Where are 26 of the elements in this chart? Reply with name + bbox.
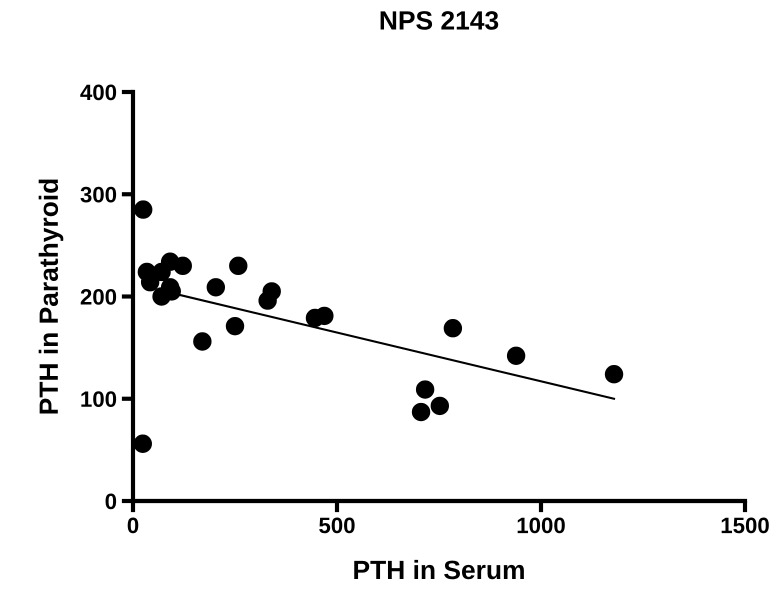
- y-tick-label: 300: [80, 186, 116, 203]
- y-tick-label: 100: [81, 391, 116, 408]
- chart-title: NPS 2143: [380, 11, 498, 30]
- y-axis-title: PTH in Parathyroid: [38, 179, 64, 414]
- point: [258, 291, 277, 310]
- point: [134, 434, 152, 453]
- point: [430, 396, 450, 416]
- point: [193, 332, 212, 351]
- x-tick-label: 1000: [518, 518, 565, 534]
- point: [134, 200, 152, 219]
- x-tick-label: 1500: [722, 518, 769, 534]
- y-tick-label: 0: [106, 494, 116, 510]
- point: [226, 316, 244, 336]
- point: [506, 346, 526, 366]
- x-tick-label: 0: [128, 518, 138, 534]
- point: [604, 365, 624, 384]
- point: [174, 256, 192, 276]
- point: [206, 278, 226, 296]
- point: [416, 380, 434, 399]
- point: [412, 402, 430, 422]
- point: [444, 318, 462, 338]
- y-tick-label: 200: [80, 289, 116, 305]
- x-tick-label: 500: [319, 518, 355, 534]
- point: [229, 256, 248, 276]
- x-axis-title: PTH in Serum: [354, 560, 524, 580]
- y-tick-label: 400: [80, 84, 116, 100]
